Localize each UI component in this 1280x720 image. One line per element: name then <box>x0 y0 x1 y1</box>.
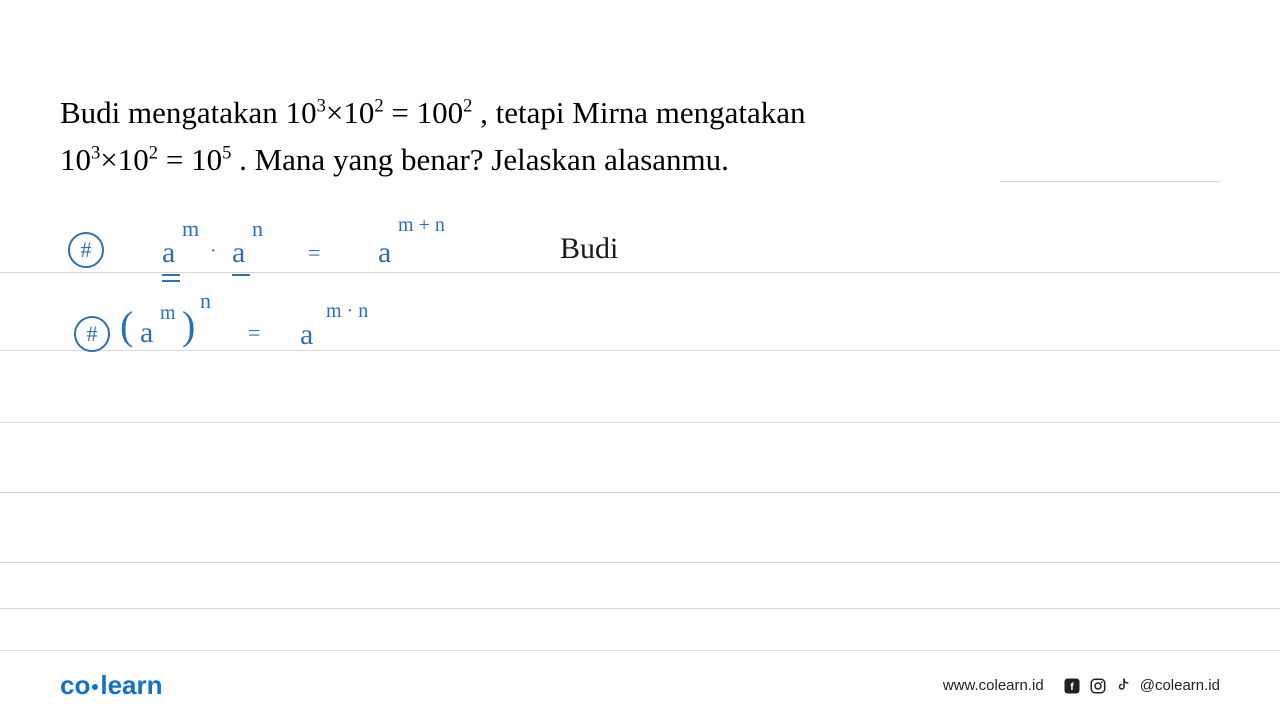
short-rule-line <box>1000 181 1220 182</box>
hw-n2: n <box>200 288 211 314</box>
rule-line <box>0 492 1280 493</box>
equation-1: 103×102 = 1002 <box>286 95 473 130</box>
hw-dot: · <box>210 240 217 263</box>
hw-budi: Budi <box>560 232 618 266</box>
hw-a1: a <box>162 236 175 270</box>
social-handle: @colearn.id <box>1140 677 1220 694</box>
hw-a4: a <box>140 316 153 350</box>
underline-2 <box>232 274 250 276</box>
hw-lparen: ( <box>120 302 133 349</box>
problem-statement: Budi mengatakan 103×102 = 1002 , tetapi … <box>0 0 1280 183</box>
text-suffix-1: , tetapi Mirna mengatakan <box>472 95 805 130</box>
hw-a2: a <box>232 236 245 270</box>
logo-dot <box>92 684 98 690</box>
svg-text:f: f <box>1070 680 1074 692</box>
hw-mn2: m · n <box>326 300 368 323</box>
rule-line <box>0 608 1280 609</box>
text-prefix-1: Budi mengatakan <box>60 95 286 130</box>
hw-m2: m <box>160 302 176 325</box>
hw-a5: a <box>300 318 313 352</box>
footer-url: www.colearn.id <box>943 677 1044 694</box>
underline-1b <box>162 280 180 282</box>
hw-eq1: = <box>308 240 320 266</box>
social-icons: f @colearn.id <box>1062 676 1220 696</box>
hashmark-2: # <box>74 316 110 352</box>
instagram-icon <box>1088 676 1108 696</box>
hw-n1: n <box>252 216 263 242</box>
rule-line <box>0 562 1280 563</box>
ruled-paper-area <box>0 210 1280 630</box>
hashmark-1: # <box>68 232 104 268</box>
footer: colearn www.colearn.id f @colearn.id <box>0 650 1280 720</box>
underline-1 <box>162 274 180 276</box>
rule-line <box>0 350 1280 351</box>
footer-right: www.colearn.id f @colearn.id <box>943 676 1220 696</box>
text-suffix-2: . Mana yang benar? Jelaskan alasanmu. <box>231 142 729 177</box>
colearn-logo: colearn <box>60 670 163 701</box>
tiktok-icon <box>1114 676 1134 696</box>
hw-a3: a <box>378 236 391 270</box>
equation-2: 103×102 = 105 <box>60 142 231 177</box>
rule-line <box>0 422 1280 423</box>
problem-line-1: Budi mengatakan 103×102 = 1002 , tetapi … <box>60 90 1220 137</box>
hw-m1: m <box>182 216 199 242</box>
rule-line <box>0 272 1280 273</box>
hw-eq2: = <box>248 320 260 346</box>
hw-mn1: m + n <box>398 214 445 237</box>
problem-line-2: 103×102 = 105 . Mana yang benar? Jelaska… <box>60 137 1220 184</box>
hw-rparen: ) <box>182 302 195 349</box>
facebook-icon: f <box>1062 676 1082 696</box>
